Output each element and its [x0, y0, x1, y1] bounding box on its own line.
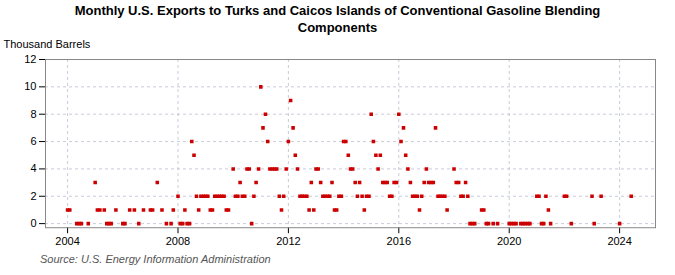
svg-text:10: 10: [24, 80, 36, 92]
svg-text:Thousand Barrels: Thousand Barrels: [4, 38, 91, 50]
html-text:Monthly U.S. Exports to Turks: Monthly U.S. Exports to Turks and Caicos…: [74, 3, 601, 35]
svg-text:2024: 2024: [607, 234, 631, 246]
svg-text:8: 8: [30, 108, 36, 120]
svg-text:12: 12: [24, 53, 36, 65]
svg-text:2016: 2016: [387, 234, 411, 246]
svg-text:6: 6: [30, 135, 36, 147]
svg-text:2008: 2008: [166, 234, 190, 246]
html-text:Source: U.S. Energy Informatio: Source: U.S. Energy Information Administ…: [40, 253, 271, 265]
svg-text:2020: 2020: [497, 234, 521, 246]
svg-text:0: 0: [30, 217, 36, 229]
svg-text:4: 4: [30, 162, 36, 174]
svg-text:2004: 2004: [55, 234, 79, 246]
svg-text:2012: 2012: [276, 234, 300, 246]
svg-text:2: 2: [30, 190, 36, 202]
